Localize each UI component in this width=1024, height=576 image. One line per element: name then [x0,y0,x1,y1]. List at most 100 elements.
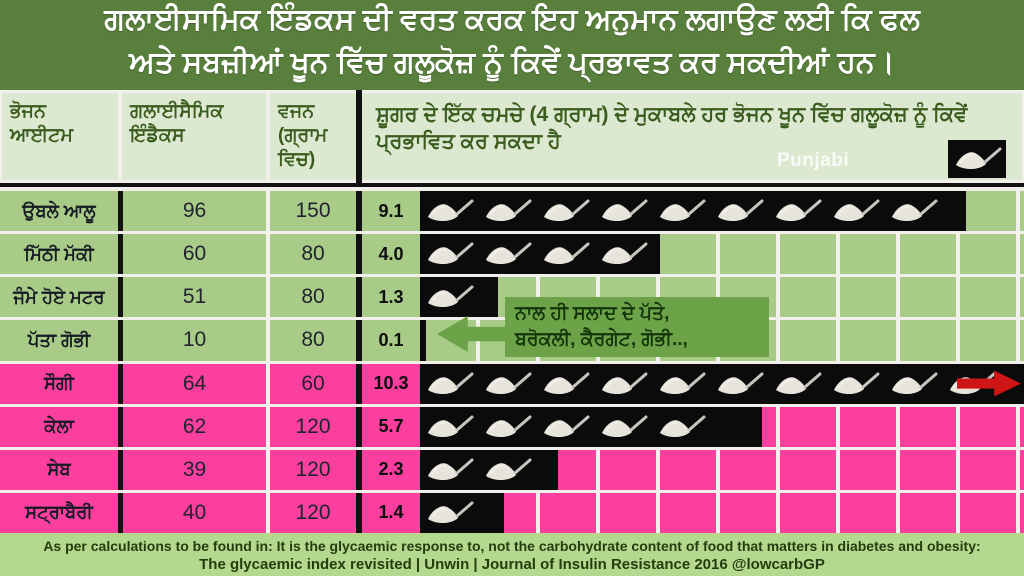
sugar-spoon-bar [420,191,966,232]
column-divider [356,492,362,533]
food-name: ਸੇਬ [0,449,118,490]
spoon-bar-zone [420,449,1024,490]
column-divider [356,406,362,447]
sugar-spoon-icon [884,191,942,231]
food-name: ਜੰਮੇ ਹੋਏ ਮਟਰ [0,277,118,318]
sugar-spoon-icon [536,407,594,447]
weight-value: 80 [270,234,356,275]
spoon-count: 0.1 [362,320,420,361]
weight-value: 80 [270,277,356,318]
title-line-2: ਅਤੇ ਸਬਜ਼ੀਆਂ ਖੂਨ ਵਿੱਚ ਗਲੂਕੋਜ਼ ਨੂੰ ਕਿਵੇਂ ਪ… [129,46,895,79]
column-divider [356,234,362,275]
col-header-sugar-text: ਸ਼ੂਗਰ ਦੇ ਇੱਕ ਚਮਚੇ (4 ਗ੍ਰਾਮ) ਦੇ ਮੁਕਾਬਲੇ ਹ… [376,103,968,153]
spoon-bar-zone [420,406,1024,447]
column-divider [356,277,362,318]
weight-value: 150 [270,191,356,232]
column-divider [356,191,362,232]
table-row: ਕੇਲਾ 62 120 5.7 [0,406,1024,450]
col-header-sugar-comparison: ਸ਼ੂਗਰ ਦੇ ਇੱਕ ਚਮਚੇ (4 ਗ੍ਰਾਮ) ਦੇ ਮੁਕਾਬਲੇ ਹ… [362,93,1022,180]
table-row: ਸੌਗੀ 64 60 10.3 [0,363,1024,407]
sugar-spoon-icon [420,493,478,533]
sugar-spoon-icon [594,364,652,404]
weight-value: 80 [270,320,356,361]
sugar-spoon-icon [478,450,536,490]
table-row: ਉਬਲੇ ਆਲੂ 96 150 9.1 [0,191,1024,235]
gi-value: 60 [123,234,266,275]
sugar-spoon-icon [536,234,594,274]
spoon-count: 5.7 [362,406,420,447]
spoon-count: 9.1 [362,191,420,232]
sugar-spoon-icon [652,364,710,404]
gi-value: 51 [123,277,266,318]
spoon-count: 1.4 [362,492,420,533]
spoon-bar-zone [420,234,1024,275]
sugar-spoon-bar [420,320,426,361]
sugar-spoon-bar [420,234,660,275]
gi-value: 96 [123,191,266,232]
sugar-spoon-icon [420,364,478,404]
callout-line-1: ਨਾਲ ਹੀ ਸਲਾਦ ਦੇ ਪੱਤੇ, [515,303,670,324]
sugar-spoon-bar [420,363,1024,404]
column-divider [356,320,362,361]
gi-value: 10 [123,320,266,361]
sugar-spoon-icon [826,191,884,231]
column-divider [356,449,362,490]
spoon-count: 4.0 [362,234,420,275]
sugar-spoon-icon [420,450,478,490]
column-divider [118,234,123,275]
sugar-spoon-icon [710,364,768,404]
column-divider [356,363,362,404]
spoon-bar-zone [420,363,1024,404]
sugar-spoon-icon [536,364,594,404]
title-banner: ਗਲਾਈਸਾਮਿਕ ਇੰਡਕਸ ਦੀ ਵਰਤ ਕਰਕ ਇਹ ਅਨੁਮਾਨ ਲਗਾ… [0,0,1024,90]
column-divider [118,277,123,318]
col-header-weight: ਵਜਨ (ਗ੍ਰਾਮ ਵਿਚ) [270,93,356,180]
sugar-spoon-icon [826,364,884,404]
sugar-spoon-icon [478,364,536,404]
col-header-food: ਭੋਜਨ ਆਈਟਮ [2,93,118,180]
sugar-spoon-icon [884,364,942,404]
food-name: ਸਟ੍ਰਾਬੈਰੀ [0,492,118,533]
sugar-spoon-bar [420,277,498,318]
sugar-spoon-icon [478,407,536,447]
spoon-count: 10.3 [362,363,420,404]
low-carb-veg-callout: ਨਾਲ ਹੀ ਸਲਾਦ ਦੇ ਪੱਤੇ, ਬਰੋਕਲੀ, ਕੈਰਗੇਟ, ਗੋਭ… [505,297,769,357]
food-name: ਕੇਲਾ [0,406,118,447]
language-watermark: Punjabi [777,150,850,171]
gi-value: 39 [123,449,266,490]
column-divider [118,320,123,361]
sugar-spoon-icon [594,407,652,447]
column-divider [118,363,123,404]
weight-value: 120 [270,492,356,533]
sugar-spoon-icon [478,191,536,231]
sugar-spoon-bar [420,449,558,490]
column-divider [118,191,123,232]
sugar-spoon-icon [420,234,478,274]
sugar-spoon-bar [420,406,762,447]
weight-value: 120 [270,449,356,490]
title-line-1: ਗਲਾਈਸਾਮਿਕ ਇੰਡਕਸ ਦੀ ਵਰਤ ਕਰਕ ਇਹ ਅਨੁਮਾਨ ਲਗਾ… [104,3,920,36]
food-name: ਪੱਤਾ ਗੋਭੀ [0,320,118,361]
table-row: ਮਿੱਠੀ ਮੱਕੀ 60 80 4.0 [0,234,1024,278]
sugar-spoon-icon [594,234,652,274]
gi-value: 64 [123,363,266,404]
callout-line-2: ਬਰੋਕਲੀ, ਕੈਰਗੇਟ, ਗੋਭੀ.., [515,329,688,350]
table-header-row: ਭੋਜਨ ਆਈਟਮ ਗਲਾਈਸੈਮਿਕ ਇੰਡੈਕਸ ਵਜਨ (ਗ੍ਰਾਮ ਵਿ… [0,90,1024,187]
footer-line-1: As per calculations to be found in: It i… [43,538,981,554]
food-name: ਮਿੱਠੀ ਮੱਕੀ [0,234,118,275]
weight-value: 120 [270,406,356,447]
sugar-spoon-icon [710,191,768,231]
legend-sugar-spoon-icon [948,140,1006,178]
source-footer: As per calculations to be found in: It i… [0,533,1024,576]
sugar-spoon-icon [594,191,652,231]
weight-value: 60 [270,363,356,404]
table-body: ਉਬਲੇ ਆਲੂ 96 150 9.1 [0,191,1024,533]
food-name: ਸੌਗੀ [0,363,118,404]
table-row: ਸਟ੍ਰਾਬੈਰੀ 40 120 1.4 [0,492,1024,533]
sugar-spoon-icon [768,191,826,231]
column-divider [118,449,123,490]
sugar-spoon-icon [652,407,710,447]
sugar-spoon-icon [420,277,478,317]
column-divider [118,492,123,533]
